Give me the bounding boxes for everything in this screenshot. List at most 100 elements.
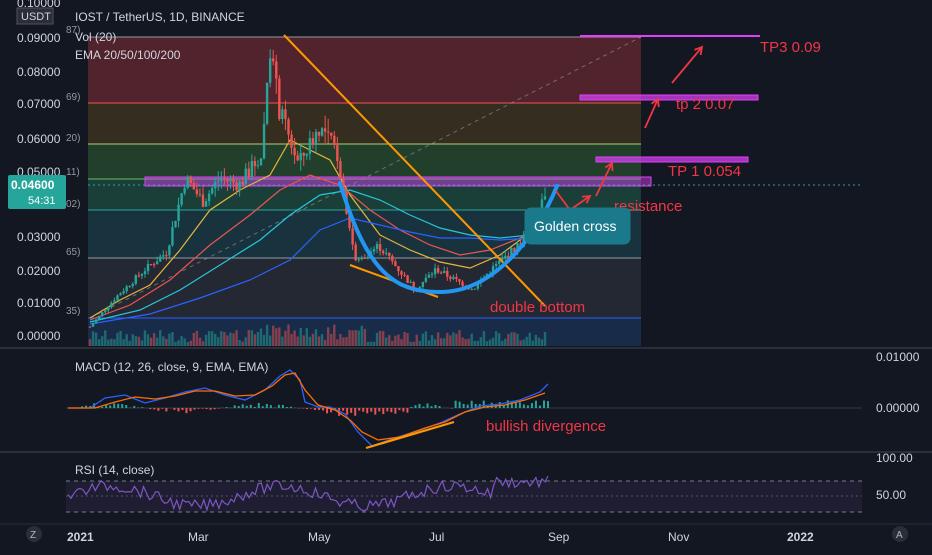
volume-bar <box>480 337 482 346</box>
volume-bar <box>284 331 286 346</box>
candle-body <box>318 132 320 136</box>
usdt-badge-text: USDT <box>21 11 51 23</box>
macd-pane: MACD (12, 26, close, 9, EMA, EMA) bullis… <box>66 350 920 448</box>
macd-hist-bar <box>463 404 465 408</box>
candle-body <box>223 178 225 179</box>
candle-body <box>495 264 497 266</box>
candle-body <box>211 188 213 193</box>
macd-hist-bar <box>238 406 240 408</box>
macd-hist-bar <box>206 408 208 409</box>
volume-bar <box>428 340 430 346</box>
candle-body <box>351 228 353 244</box>
volume-bar <box>309 337 311 346</box>
candle-body <box>263 124 265 159</box>
candle-body <box>471 289 473 290</box>
candle-body <box>138 275 140 276</box>
volume-bar <box>351 330 353 346</box>
candle-body <box>254 161 256 166</box>
macd-hist-bar <box>547 401 549 408</box>
price-tick: 0.06000 <box>17 132 61 146</box>
macd-hist-bar <box>290 407 292 408</box>
macd-hist-bar <box>194 408 196 410</box>
macd-hist-bar <box>278 405 280 408</box>
volume-bar <box>208 331 210 346</box>
volume-bar <box>104 330 106 346</box>
macd-hist-bar <box>266 404 268 408</box>
candle-body <box>128 286 130 287</box>
candle-body <box>266 83 268 124</box>
candle-body <box>214 182 216 188</box>
macd-hist-bar <box>306 408 308 409</box>
volume-bar <box>388 335 390 346</box>
candle-body <box>193 183 195 189</box>
candle-body <box>403 275 405 276</box>
volume-bar <box>296 337 298 346</box>
volume-bar <box>217 337 219 346</box>
volume-bar <box>89 339 91 346</box>
volume-bar <box>336 339 338 346</box>
candle-body <box>300 153 302 160</box>
macd-hist-bar <box>141 407 143 408</box>
price-badge-value: 0.04600 <box>11 178 55 192</box>
volume-bar <box>248 330 250 346</box>
price-axis: 0.10000 0.09000 0.08000 0.07000 0.06000 … <box>17 0 61 343</box>
volume-bar <box>483 331 485 346</box>
candle-body <box>306 154 308 156</box>
macd-hist-bar <box>455 401 457 408</box>
candle-body <box>229 179 231 181</box>
volume-bar <box>95 333 97 346</box>
candle-body <box>174 221 176 227</box>
macd-hist-bar <box>161 408 163 409</box>
candle-body <box>452 277 454 279</box>
macd-hist-bar <box>402 408 404 412</box>
macd-hist-bar <box>181 408 183 410</box>
volume-bar <box>382 331 384 346</box>
volume-bar <box>318 336 320 346</box>
macd-hist-bar <box>202 408 204 409</box>
candle-body <box>397 266 399 271</box>
candle-body <box>251 161 253 177</box>
volume-bar <box>461 337 463 346</box>
price-tick: 0.03000 <box>17 230 61 244</box>
candle-body <box>504 256 506 258</box>
candle-body <box>327 132 329 133</box>
volume-bar <box>507 334 509 346</box>
candle-body <box>177 205 179 221</box>
time-tick: 2022 <box>787 530 814 544</box>
volume-bar <box>122 339 124 346</box>
candle-body <box>159 257 161 262</box>
macd-hist-bar <box>137 407 139 408</box>
volume-bar <box>202 341 204 346</box>
candle-body <box>336 145 338 161</box>
volume-bar <box>241 342 243 346</box>
candle-body <box>324 128 326 131</box>
volume-bar <box>229 333 231 346</box>
macd-hist-bar <box>527 405 529 408</box>
volume-bar <box>290 334 292 346</box>
candle-body <box>443 271 445 273</box>
macd-hist-bar <box>531 403 533 408</box>
volume-bar <box>449 335 451 346</box>
macd-hist-bar <box>346 408 348 415</box>
candle-body <box>287 119 289 134</box>
volume-bar <box>510 332 512 346</box>
macd-hist-bar <box>210 408 212 410</box>
time-axis: 2021 Mar May Jul Sep Nov 2022 <box>67 530 814 544</box>
candle-body <box>144 271 146 274</box>
price-tick: 0.07000 <box>17 97 61 111</box>
candle-body <box>458 279 460 282</box>
volume-bar <box>128 341 130 346</box>
candle-body <box>119 293 121 295</box>
candle-body <box>116 295 118 300</box>
volume-bar <box>443 338 445 346</box>
rsi-tick: 100.00 <box>876 451 913 465</box>
macd-hist-bar <box>394 408 396 414</box>
volume-bar <box>367 342 369 346</box>
volume-bar <box>138 337 140 346</box>
candle-body <box>248 169 250 177</box>
price-tick: 0.02000 <box>17 264 61 278</box>
macd-hist-bar <box>262 406 264 408</box>
price-tick: 0.09000 <box>17 31 61 45</box>
